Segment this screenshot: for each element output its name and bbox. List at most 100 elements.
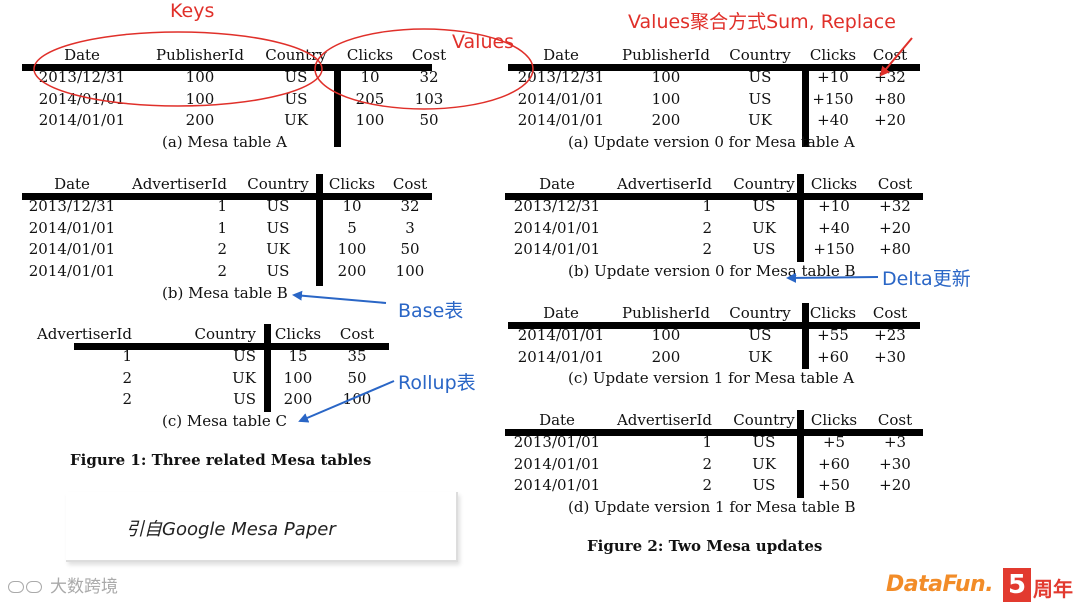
update-v1-table-b: Date AdvertiserId Country Clicks Cost 2013/01… [505,410,923,504]
table-cell: US [748,89,772,108]
table-cell: 2014/01/01 [517,347,605,366]
table-cell: 2014/01/01 [517,89,605,108]
table-cell: +40 [817,111,849,129]
table-cell: 50 [400,240,420,258]
table-row: 2014/01/01 200 UK 100 50 [22,110,439,132]
column-header: Clicks [810,175,858,193]
table-cell: 100 [651,89,681,108]
table-cell: 100 [342,390,372,408]
table-cell: US [233,390,256,408]
table-row: 2013/12/31 1 US +10 +32 [505,196,923,218]
column-header: Cost [339,325,375,343]
column-divider [797,174,804,262]
table-cell: +50 [818,476,850,494]
datafun-brand: DataFun. [886,572,994,597]
table-cell: +20 [874,111,906,129]
table-row: 2014/01/01 200 UK +60 +30 [508,347,920,369]
table-cell: 200 [185,111,215,129]
table-cell: 1 [217,218,227,237]
table-cell: UK [752,218,776,237]
table-cell: 200 [337,261,367,280]
delta-update-annotation: Delta更新 [882,268,971,290]
table-cell: 2014/01/01 [513,454,601,473]
header-rule [22,193,432,200]
column-header: AdvertiserId [131,175,227,193]
column-header: PublisherId [622,304,710,322]
table-cell: 1 [217,197,227,215]
table-cell: US [752,197,776,215]
table-cell: US [748,326,772,344]
table-cell: UK [748,347,772,366]
update-v0-table-b: Date AdvertiserId Country Clicks Cost 2013/12… [505,174,923,268]
mesa-table-a: Date PublisherId Country Clicks Cost 2013/12/… [22,45,446,147]
table-cell: UK [748,111,772,129]
table-row: 2014/01/01 1 US 5 3 [22,218,432,240]
update-v0-table-a: Date PublisherId Country Clicks Cost 2013/12/… [508,45,920,147]
header-rule [505,193,923,200]
table-cell: UK [284,111,308,129]
table-cell: 2 [702,218,712,237]
table-cell: 100 [185,68,215,86]
base-arrow [292,290,387,304]
column-header: PublisherId [622,46,710,64]
table-cell: +80 [879,240,911,258]
table-cell: 100 [355,111,385,129]
chat-bubble-icon [8,581,24,593]
header-rule [508,64,920,71]
header-row: Date AdvertiserId Country Clicks Cost [22,174,432,196]
table-cell: 100 [651,326,681,344]
table-cell: +20 [879,218,911,237]
column-header: AdvertiserId [616,175,712,193]
mesa-table-b: Date AdvertiserId Country Clicks Cost 2013/12… [22,174,432,290]
table-cell: 2014/01/01 [28,240,116,258]
table-cell: 100 [185,89,215,108]
datafun-anniversary: 周年 [1033,577,1073,601]
column-header: Clicks [809,46,857,64]
table-row: 2 US 200 100 [74,389,389,411]
caption-table-c: (c) Mesa table C [162,412,288,430]
table-row: 2013/01/01 1 US +5 +3 [505,432,923,454]
column-header: Country [194,325,256,343]
table-row: 2 UK 100 50 [74,368,389,390]
column-header: Date [54,175,90,193]
base-table-annotation: Base表 [398,300,464,322]
table-cell: US [266,261,290,280]
datafun-five-badge: 5 [1003,568,1031,602]
chat-bubble-icon [26,581,42,593]
table-cell: US [752,476,776,494]
table-cell: 1 [702,197,712,215]
logo-left: 大数跨境 [8,572,118,597]
table-cell: 2 [217,240,227,258]
column-header: Clicks [809,304,857,322]
caption-update-v1-a: (c) Update version 1 for Mesa table A [568,369,855,387]
table-cell: 50 [419,111,439,129]
table-cell: 1 [702,433,712,451]
table-cell: US [284,89,308,108]
table-cell: +150 [813,240,855,258]
table-cell: +5 [822,433,846,451]
table-cell: +55 [817,326,849,344]
table-cell: 2 [122,368,132,387]
table-cell: 205 [355,89,385,108]
column-divider [334,65,341,147]
table-cell: 2013/12/31 [28,197,116,215]
table-cell: 2013/12/31 [517,68,605,86]
table-cell: US [233,347,256,365]
table-cell: 100 [651,68,681,86]
table-cell: +3 [883,433,907,451]
table-cell: +23 [874,326,906,344]
table-cell: 2 [217,261,227,280]
header-row: Date AdvertiserId Country Clicks Cost [505,410,923,432]
table-cell: 200 [283,390,313,408]
table-cell: 200 [651,111,681,129]
caption-update-v0-b: (b) Update version 0 for Mesa table B [568,262,856,280]
table-cell: 2014/01/01 [517,111,605,129]
table-cell: 100 [337,240,367,258]
table-cell: +30 [874,347,906,366]
table-row: 2013/12/31 1 US 10 32 [22,196,432,218]
table-row: 2014/01/01 100 US +150 +80 [508,89,920,111]
table-cell: US [284,68,308,86]
table-cell: US [266,197,290,215]
header-row: Date PublisherId Country Clicks Cost [508,303,920,325]
column-header: Country [729,304,791,322]
